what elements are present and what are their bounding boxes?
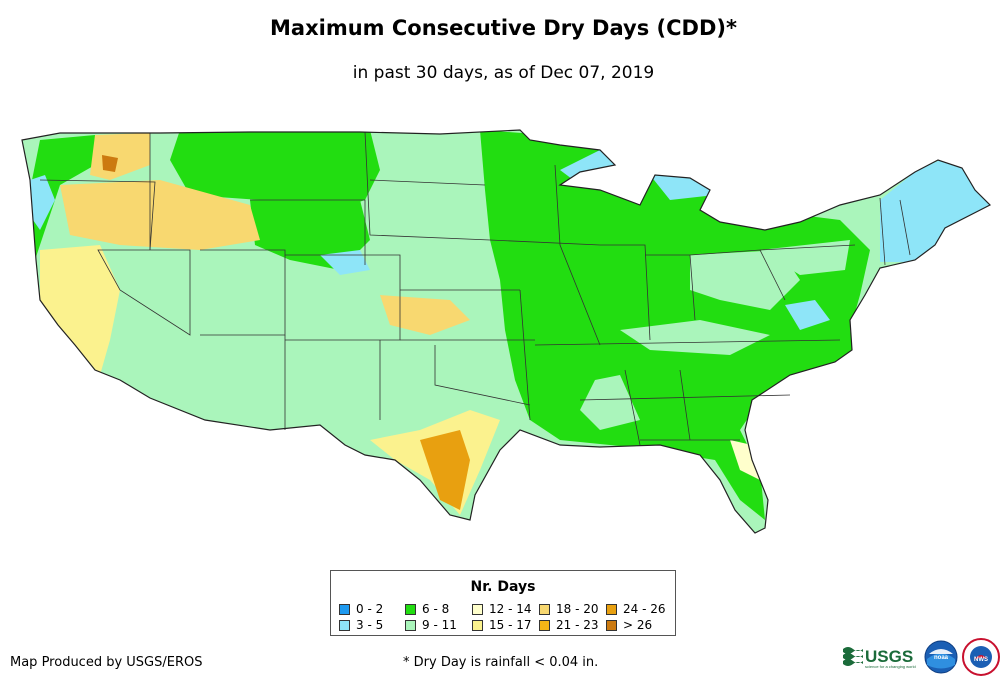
dry-day-note: * Dry Day is rainfall < 0.04 in. bbox=[403, 655, 599, 670]
legend-swatch bbox=[539, 603, 550, 615]
zone-18-20-kansas bbox=[380, 295, 470, 335]
zone-3-5-colorado bbox=[320, 250, 370, 275]
usgs-logo: USGS science for a changing world bbox=[843, 647, 916, 669]
legend-swatch bbox=[339, 619, 350, 631]
legend-swatch bbox=[339, 603, 350, 615]
legend-label: > 26 bbox=[623, 618, 653, 632]
zone-6-8-pacific-northwest bbox=[30, 135, 95, 260]
legend-swatch bbox=[405, 619, 416, 631]
legend-item-15-17: 15 - 17 bbox=[472, 618, 532, 632]
legend-item-18-20: 18 - 20 bbox=[539, 602, 599, 616]
state-boundaries bbox=[39, 131, 911, 446]
legend-label: 3 - 5 bbox=[356, 618, 384, 632]
legend-label: 21 - 23 bbox=[556, 618, 599, 632]
legend-label: 12 - 14 bbox=[489, 602, 532, 616]
legend-item-9-11: 9 - 11 bbox=[405, 618, 457, 632]
legend-swatch bbox=[606, 603, 617, 615]
noaa-wordmark: noaa bbox=[934, 655, 949, 661]
legend-label: 18 - 20 bbox=[556, 602, 599, 616]
zone-3-5-virginia bbox=[785, 300, 830, 330]
legend-swatch bbox=[472, 603, 483, 615]
zone-9-11-mississippi bbox=[580, 375, 640, 430]
legend-swatch bbox=[472, 619, 483, 631]
usgs-wordmark: USGS bbox=[865, 647, 913, 666]
zone-15-17-california bbox=[40, 245, 120, 375]
legend-title: Nr. Days bbox=[470, 579, 536, 595]
zone-24-26-south-texas bbox=[420, 430, 470, 510]
map-subtitle: in past 30 days, as of Dec 07, 2019 bbox=[352, 63, 655, 83]
legend-item-12-14: 12 - 14 bbox=[472, 602, 532, 616]
legend-item-0-2: 0 - 2 bbox=[339, 602, 383, 616]
usgs-wave-icon bbox=[843, 647, 863, 666]
zone-3-5-new-england bbox=[880, 160, 990, 262]
legend-item-3-5: 3 - 5 bbox=[339, 618, 383, 632]
legend-item-21-23: 21 - 23 bbox=[539, 618, 599, 632]
legend-label: 6 - 8 bbox=[422, 602, 450, 616]
zone-18-20-great-basin bbox=[60, 180, 260, 250]
zone-over-26-oregon bbox=[102, 155, 118, 172]
producer-credit: Map Produced by USGS/EROS bbox=[10, 655, 203, 670]
legend-swatch bbox=[606, 619, 617, 631]
map-title: Maximum Consecutive Dry Days (CDD)* bbox=[270, 16, 737, 40]
usgs-tagline: science for a changing world bbox=[865, 664, 916, 669]
zone-3-5-washington-coast bbox=[30, 175, 55, 230]
legend-label: 9 - 11 bbox=[422, 618, 457, 632]
legend-label: 15 - 17 bbox=[489, 618, 532, 632]
zone-9-11-ohio bbox=[690, 250, 800, 310]
nws-wordmark: NWS bbox=[974, 657, 988, 663]
legend-swatch bbox=[405, 603, 416, 615]
legend-label: 0 - 2 bbox=[356, 602, 384, 616]
zone-6-8-montana bbox=[170, 130, 380, 215]
legend-label: 24 - 26 bbox=[623, 602, 666, 616]
noaa-logo: noaa bbox=[924, 640, 958, 674]
legend-item-6-8: 6 - 8 bbox=[405, 602, 449, 616]
zone-9-11-kentucky bbox=[620, 320, 770, 355]
legend-swatch bbox=[539, 619, 550, 631]
nws-logo: NWS bbox=[962, 638, 1000, 676]
legend-item-24-26: 24 - 26 bbox=[606, 602, 666, 616]
legend: Nr. Days 0 - 2 3 - 5 6 - 8 9 - 11 12 - 1… bbox=[330, 570, 676, 636]
legend-item-over-26: > 26 bbox=[606, 618, 652, 632]
us-outline bbox=[21, 129, 992, 534]
